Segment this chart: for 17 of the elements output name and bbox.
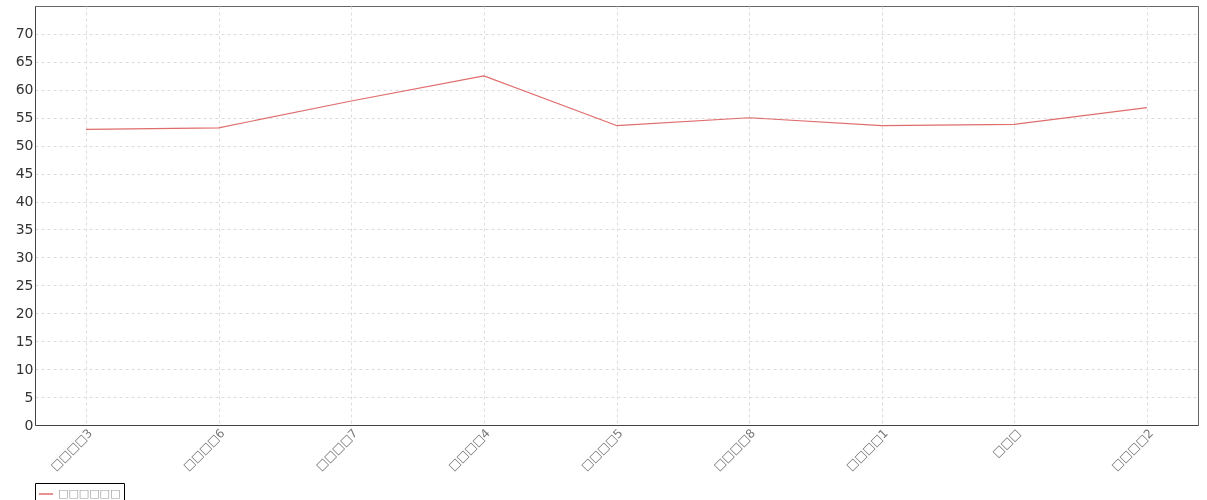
y-tick-label: 55 xyxy=(15,109,34,126)
y-tick-label: 70 xyxy=(15,25,34,42)
y-tick-label: 30 xyxy=(15,248,34,265)
y-tick-label: 10 xyxy=(15,360,34,377)
line-series xyxy=(85,75,1148,131)
y-tick-label: 45 xyxy=(15,165,34,182)
y-tick-label: 35 xyxy=(15,220,34,237)
y-tick-label: 5 xyxy=(24,388,34,405)
y-tick-label: 65 xyxy=(15,53,34,70)
legend-label: □□□□□□ xyxy=(58,487,121,500)
y-tick-label: 60 xyxy=(15,81,34,98)
y-tick-label: 40 xyxy=(15,193,34,210)
y-tick-label: 20 xyxy=(15,304,34,321)
y-tick-label: 15 xyxy=(15,332,34,349)
y-tick-label: 0 xyxy=(24,416,34,433)
y-tick-label: 25 xyxy=(15,276,34,293)
y-tick-label: 50 xyxy=(15,137,34,154)
